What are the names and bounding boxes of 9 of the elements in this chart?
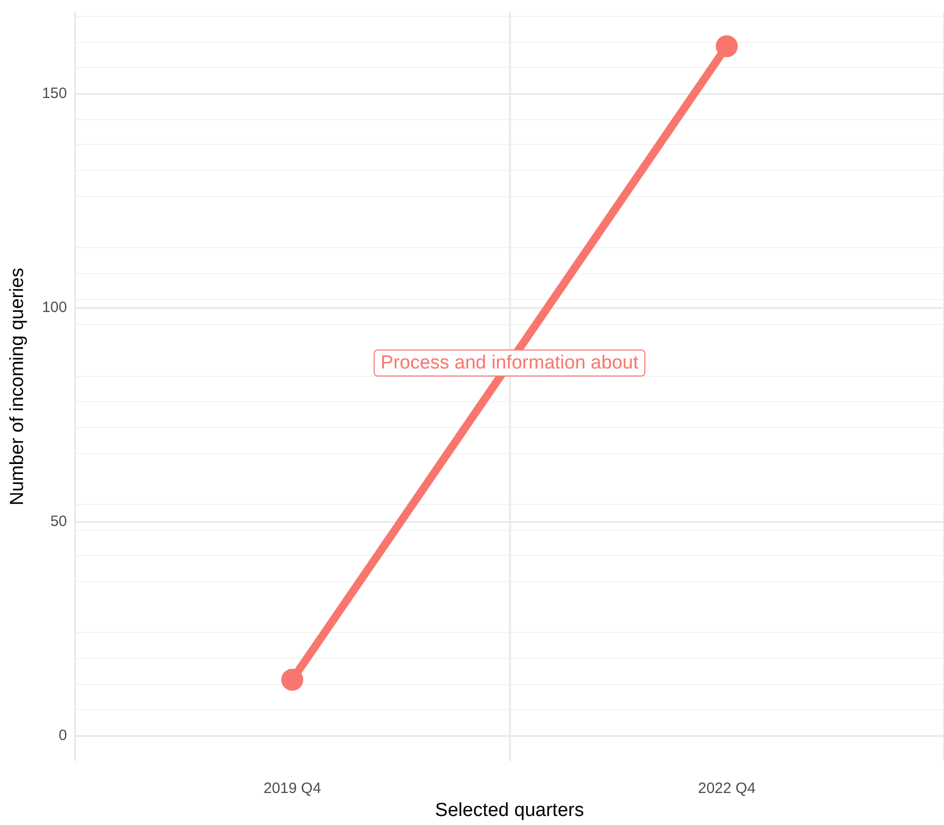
y-tick-label: 50 [50, 512, 67, 530]
y-axis-title: Number of incoming queries [7, 268, 28, 506]
y-tick-label: 150 [42, 84, 67, 102]
series-label: Process and information about [380, 352, 640, 374]
x-axis-title: Selected quarters [435, 800, 584, 821]
x-tick-label: 2019 Q4 [263, 780, 322, 798]
y-tick-label: 100 [42, 298, 67, 316]
y-tick-label: 0 [58, 726, 67, 744]
x-tick-label: 2022 Q4 [698, 780, 756, 798]
